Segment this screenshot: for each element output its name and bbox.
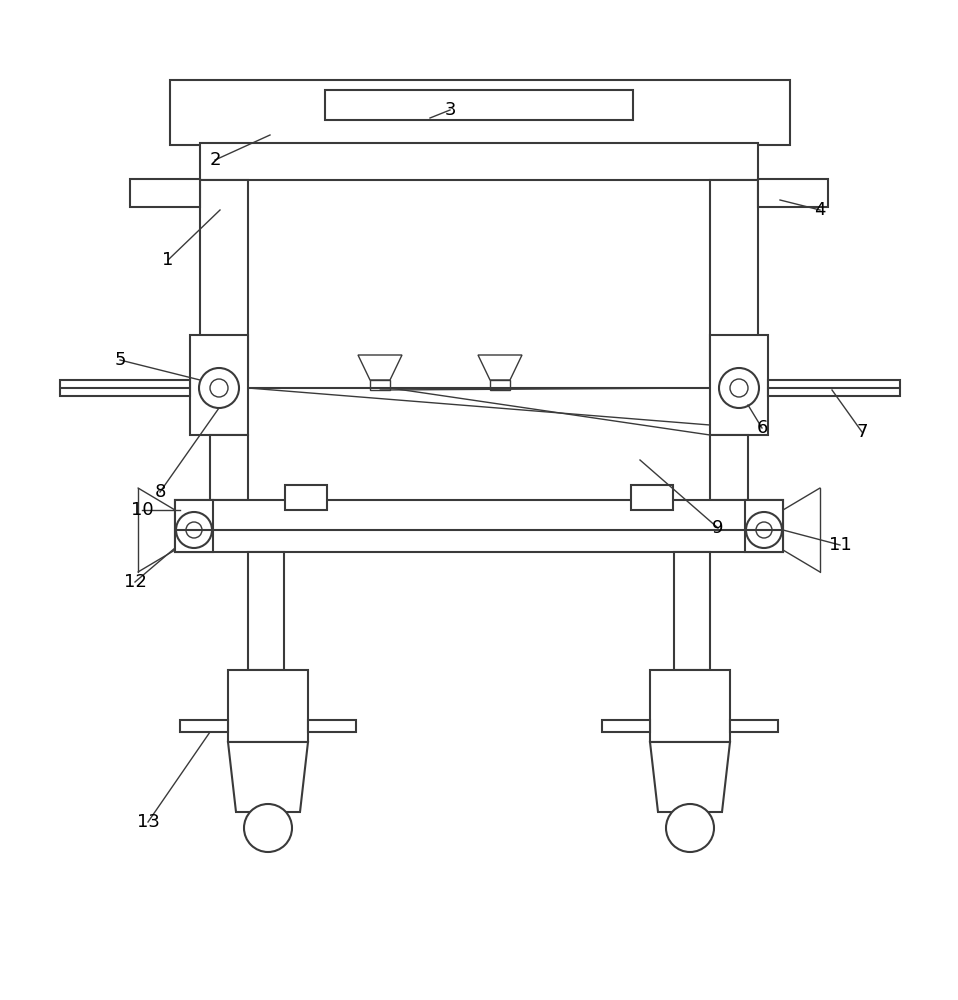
Circle shape [244,804,292,852]
Bar [308,720,356,732]
Text: 8: 8 [154,483,166,501]
Text: 6: 6 [756,419,767,437]
Bar [602,720,650,732]
Bar [710,435,748,500]
Bar [710,180,758,380]
Bar [175,500,783,552]
Bar [170,80,790,145]
Circle shape [756,522,772,538]
Bar [175,500,213,552]
Polygon shape [358,355,402,380]
Text: 12: 12 [124,573,147,591]
Bar [285,485,327,510]
Bar [490,380,510,390]
Polygon shape [650,742,730,812]
Text: 11: 11 [829,536,852,554]
Bar [200,180,248,380]
Bar [370,380,390,390]
Text: 13: 13 [137,813,159,831]
Bar [248,552,284,670]
Bar [228,670,308,742]
Text: 4: 4 [814,201,826,219]
Text: 3: 3 [445,101,456,119]
Polygon shape [478,355,522,380]
Text: 5: 5 [114,351,125,369]
Bar [631,485,673,510]
Bar [730,720,778,732]
Bar [325,90,633,120]
Bar [758,179,828,207]
Bar [190,335,248,435]
Text: 7: 7 [856,423,868,441]
Circle shape [199,368,239,408]
Bar [710,335,768,435]
Text: 2: 2 [209,151,220,169]
Text: 1: 1 [162,251,173,269]
Bar [210,435,248,500]
Bar [60,380,190,396]
Circle shape [746,512,782,548]
Text: 9: 9 [712,519,723,537]
Polygon shape [228,742,308,812]
Bar [768,380,900,396]
Bar [180,720,228,732]
Bar [674,552,710,670]
Bar [650,670,730,742]
Circle shape [730,379,748,397]
Text: 10: 10 [130,501,153,519]
Circle shape [186,522,202,538]
Bar [130,179,200,207]
Bar [200,143,758,180]
Circle shape [176,512,212,548]
Bar [745,500,783,552]
Circle shape [719,368,759,408]
Circle shape [210,379,228,397]
Circle shape [666,804,714,852]
